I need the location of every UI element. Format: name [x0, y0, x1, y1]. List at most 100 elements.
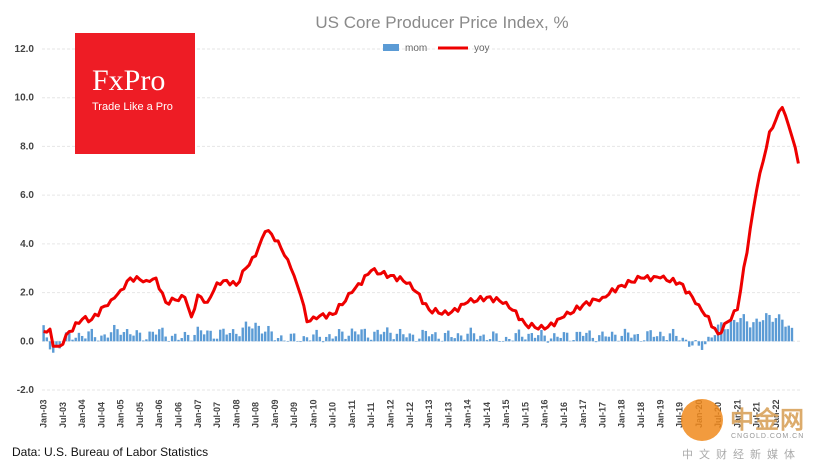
mom-bar: [302, 336, 305, 342]
mom-bar: [675, 335, 678, 342]
mom-bar: [299, 341, 302, 343]
mom-bar: [280, 335, 283, 342]
mom-bar: [80, 335, 84, 342]
x-tick-label: Jan-16: [540, 399, 550, 428]
y-tick-label: 12.0: [15, 44, 35, 55]
mom-bar: [312, 334, 315, 342]
mom-bar: [604, 336, 607, 342]
mom-bar: [321, 341, 325, 343]
mom-bar: [469, 327, 472, 342]
mom-bar: [379, 334, 383, 342]
mom-bar: [479, 335, 482, 342]
mom-bar: [161, 327, 164, 342]
mom-bar: [296, 341, 299, 342]
x-tick-label: Jan-09: [270, 399, 280, 428]
mom-bar: [540, 329, 543, 342]
mom-bar: [42, 325, 45, 342]
mom-bar: [774, 318, 778, 342]
mom-bar: [681, 337, 684, 342]
x-axis: Jan-03 Jul-03 Jan-04 Jul-04 Jan-05 Jul-05 Jan-…: [39, 399, 781, 428]
mom-bar: [186, 334, 190, 342]
mom-bar: [607, 336, 611, 342]
x-tick-label: Jul-07: [212, 402, 222, 428]
x-tick-label: Jul-08: [251, 402, 261, 428]
mom-bar: [325, 336, 328, 342]
mom-bar: [337, 329, 341, 342]
mom-bar: [116, 329, 119, 342]
mom-bar: [219, 329, 222, 342]
mom-bar: [569, 340, 572, 342]
watermark-url: CNGOLD.COM.CN: [731, 433, 805, 440]
mom-bar: [93, 337, 97, 342]
mom-bar: [392, 339, 395, 342]
mom-bar: [386, 327, 389, 342]
mom-bar: [122, 332, 126, 342]
x-tick-label: Jul-18: [636, 402, 646, 428]
mom-bar: [476, 339, 479, 342]
mom-bar: [411, 334, 415, 342]
mom-bar: [562, 332, 566, 342]
mom-bar: [373, 331, 376, 342]
mom-bar: [697, 341, 701, 346]
fxpro-logo: FxPro Trade Like a Pro: [75, 33, 195, 154]
x-tick-label: Jan-18: [617, 399, 627, 428]
logo-tagline: Trade Like a Pro: [92, 101, 173, 113]
mom-bar: [376, 329, 379, 342]
mom-bar: [546, 341, 550, 343]
x-tick-label: Jan-19: [655, 399, 665, 428]
legend-mom-label: mom: [405, 43, 427, 54]
mom-bar: [659, 331, 662, 342]
mom-bar: [504, 336, 508, 342]
mom-bar: [443, 332, 447, 342]
legend-yoy-label: yoy: [474, 43, 490, 54]
x-tick-label: Jan-10: [308, 399, 318, 428]
mom-bar: [402, 334, 405, 342]
mom-bar: [357, 334, 360, 342]
mom-bar: [138, 332, 142, 342]
mom-bar: [286, 341, 289, 342]
mom-bar: [440, 340, 444, 342]
mom-bar: [691, 341, 694, 346]
mom-bar: [601, 331, 604, 342]
mom-bar: [228, 333, 232, 342]
mom-bar: [665, 340, 668, 342]
mom-bar: [781, 319, 784, 342]
mom-bar: [251, 328, 254, 342]
mom-bar: [790, 327, 794, 342]
mom-bar: [305, 337, 309, 342]
x-tick-label: Jul-12: [405, 402, 415, 428]
mom-bar: [530, 333, 534, 342]
x-tick-label: Jan-15: [501, 399, 511, 428]
mom-bar: [614, 334, 617, 342]
x-tick-label: Jul-06: [174, 402, 184, 428]
watermark-brand: 中金网: [730, 406, 805, 434]
mom-bar: [241, 327, 244, 342]
mom-bar: [533, 337, 537, 342]
x-tick-label: Jan-08: [231, 399, 241, 428]
mom-bar: [344, 338, 347, 342]
y-axis: 12.0 10.0 8.0 6.0 4.0 2.0 0.0 -2.0: [15, 44, 35, 396]
mom-bar: [633, 334, 636, 342]
mom-bar: [777, 314, 781, 342]
legend-mom-swatch: [383, 44, 399, 51]
mom-bar: [167, 341, 171, 342]
mom-bar: [370, 339, 373, 342]
x-tick-label: Jul-14: [482, 402, 492, 428]
mom-bar: [235, 333, 238, 342]
x-tick-label: Jul-15: [520, 402, 530, 428]
mom-bar: [553, 333, 556, 342]
mom-bar: [617, 340, 620, 342]
x-tick-label: Jan-17: [578, 399, 588, 428]
mom-bar: [482, 334, 485, 342]
mom-bar: [360, 329, 363, 342]
x-tick-label: Jan-06: [154, 399, 164, 428]
mom-bar: [206, 330, 209, 342]
mom-bar: [100, 335, 103, 342]
mom-bar: [202, 334, 206, 342]
legend: mom yoy: [383, 43, 490, 54]
mom-bar: [132, 335, 135, 342]
mom-bar: [591, 337, 595, 342]
mom-bar: [264, 331, 267, 342]
x-tick-label: Jan-07: [193, 399, 203, 428]
